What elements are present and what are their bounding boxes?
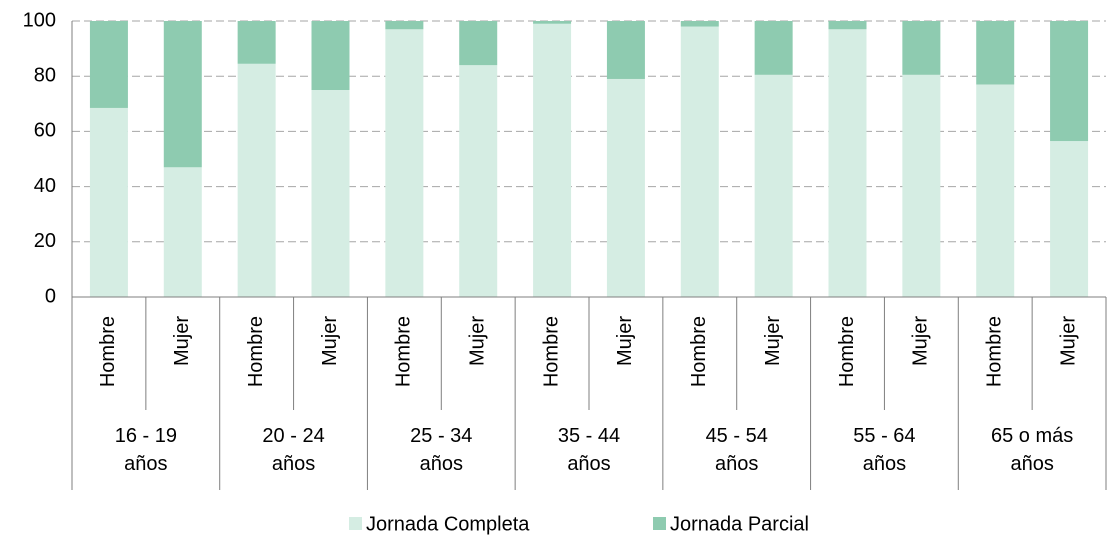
bar-segment [606, 21, 645, 79]
y-tick-label: 80 [34, 64, 56, 86]
x-tick-label: Mujer [171, 316, 193, 366]
x-tick-label: Mujer [319, 316, 341, 366]
bar-segment [311, 21, 350, 90]
bar-segment [976, 84, 1015, 297]
bar-segment [606, 78, 645, 298]
bar-segment [680, 21, 719, 27]
x-tick-label: Hombre [97, 316, 119, 387]
bar-segment [311, 90, 350, 297]
legend-label: Jornada Parcial [670, 513, 809, 535]
legend-swatch [349, 517, 362, 530]
group-label: 45 - 54 años [705, 425, 768, 475]
bar-segment [459, 65, 498, 297]
group-label: 25 - 34 años [410, 425, 473, 475]
bar-segment [1050, 21, 1089, 142]
y-tick-label: 100 [23, 9, 56, 31]
group-label: 20 - 24 años [262, 425, 325, 475]
x-tick-label: Mujer [762, 316, 784, 366]
bar-segment [385, 29, 424, 298]
bar-segment [902, 74, 941, 297]
y-tick-label: 20 [34, 230, 56, 252]
group-label: 35 - 44 años [557, 425, 621, 475]
bar-segment [237, 63, 276, 297]
group-label: 55 - 64 años [853, 425, 916, 475]
bar-segment [828, 29, 867, 298]
bar-segment [533, 23, 572, 297]
bar-segment [89, 107, 128, 297]
bar-segment [902, 21, 941, 75]
x-tick-label: Hombre [245, 316, 267, 387]
x-tick-label: Hombre [540, 316, 562, 387]
x-tick-label: Mujer [466, 316, 488, 366]
group-label: 65 o más años [991, 425, 1074, 475]
x-tick-label: Hombre [983, 316, 1005, 387]
bar-segment [754, 21, 793, 75]
x-tick-label: Mujer [614, 316, 636, 366]
bar-segment [828, 21, 867, 30]
x-tick-label: Mujer [910, 316, 932, 366]
bar-segment [533, 21, 572, 24]
y-tick-label: 0 [45, 285, 56, 307]
bar-segment [1050, 141, 1089, 297]
bar-segment [163, 167, 202, 297]
x-tick-label: Hombre [393, 316, 415, 387]
x-tick-label: Mujer [1057, 316, 1079, 366]
legend-label: Jornada Completa [366, 513, 530, 535]
bar-segment [237, 21, 276, 64]
x-tick-label: Hombre [688, 316, 710, 387]
bar-segment [89, 21, 128, 108]
x-tick-label: Hombre [836, 316, 858, 387]
bar-segment [459, 21, 498, 66]
group-label: 16 - 19 años [114, 425, 177, 475]
y-tick-label: 40 [34, 175, 56, 197]
bar-segment [385, 21, 424, 30]
bar-segment [976, 21, 1015, 85]
bar-segment [754, 74, 793, 297]
bar-segment [163, 21, 202, 168]
legend-swatch [653, 517, 666, 530]
bar-segment [680, 26, 719, 298]
y-tick-label: 60 [34, 120, 56, 142]
